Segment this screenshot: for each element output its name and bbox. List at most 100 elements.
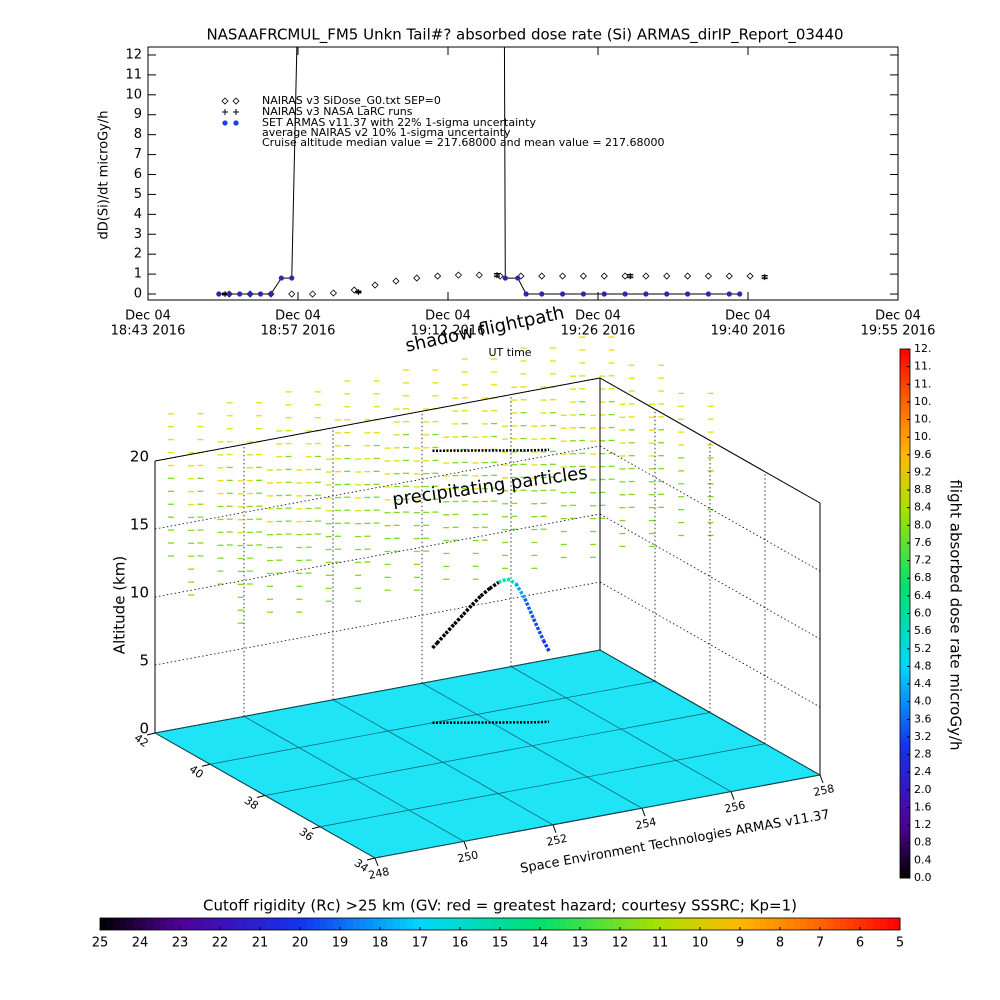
colorbar-segment	[273, 918, 281, 930]
colorbar-segment	[900, 617, 910, 623]
colorbar-segment	[900, 371, 910, 376]
colorbar-segment	[900, 758, 910, 764]
colorbar-segment	[406, 918, 414, 930]
colorbar-segment	[186, 918, 194, 930]
colorbar-tick-label: 7.6	[914, 536, 932, 549]
colorbar-segment	[900, 706, 910, 711]
legend-label: NAIRAS v3 NASA LaRC runs	[262, 105, 413, 118]
diamond-marker	[350, 286, 358, 294]
colorbar-tick-label: 1.2	[914, 818, 932, 831]
lon-tick-label: 254	[634, 815, 657, 832]
x-tick-label: 19:55 2016	[861, 324, 936, 339]
colorbar-segment	[853, 918, 861, 930]
colorbar-segment	[900, 432, 910, 438]
colorbar-label: Cutoff rigidity (Rc) >25 km (GV: red = g…	[203, 897, 797, 915]
colorbar-segment	[900, 666, 910, 672]
colorbar-segment	[900, 767, 910, 773]
colorbar-label: flight absorbed dose rate microGy/h	[947, 479, 965, 750]
colorbar-segment	[226, 918, 234, 930]
colorbar-segment	[900, 653, 910, 659]
colorbar-tick-label: 22	[212, 936, 229, 951]
colorbar-segment	[900, 811, 910, 817]
colorbar-tick-label: 10.	[914, 395, 932, 408]
colorbar-tick-label: 6.8	[914, 571, 932, 584]
diamond-marker	[221, 97, 229, 105]
plus-marker	[355, 289, 362, 296]
colorbar-segment	[593, 918, 601, 930]
colorbar-segment	[900, 644, 910, 650]
diamond-marker	[434, 272, 442, 280]
colorbar-segment	[900, 423, 910, 429]
dot-marker	[726, 291, 732, 297]
colorbar-segment	[900, 714, 910, 720]
colorbar-segment	[900, 582, 910, 588]
flight-point	[506, 577, 517, 586]
colorbar-segment	[900, 873, 910, 879]
colorbar-tick-label: 0.4	[914, 853, 932, 866]
colorbar-segment	[720, 918, 728, 930]
colorbar-segment	[206, 918, 214, 930]
colorbar-segment	[900, 723, 910, 729]
colorbar-tick-label: 0.8	[914, 836, 932, 849]
lon-tick-label: 248	[367, 865, 390, 882]
colorbar-segment	[900, 512, 910, 518]
x-tick-label: Dec 04	[725, 309, 771, 324]
colorbar-tick-label: 16	[452, 936, 469, 951]
colorbar-segment	[900, 622, 910, 628]
colorbar-segment	[900, 397, 910, 403]
colorbar-tick-label: 2.8	[914, 748, 932, 761]
colorbar-segment	[900, 415, 910, 421]
colorbar-segment	[400, 918, 408, 930]
x-tick-label: 18:43 2016	[111, 324, 186, 339]
colorbar-tick-label: 2.0	[914, 783, 932, 796]
diamond-marker	[517, 272, 525, 280]
colorbar-segment	[900, 476, 910, 482]
colorbar-segment	[580, 918, 588, 930]
colorbar-segment	[133, 918, 141, 930]
colorbar-tick-label: 23	[172, 936, 189, 951]
colorbar-segment	[873, 918, 881, 930]
lon-tick	[641, 808, 646, 817]
colorbar-tick-label: 10.	[914, 430, 932, 443]
colorbar-segment	[120, 918, 128, 930]
z-tick-label: 5	[139, 652, 149, 670]
colorbar-segment	[573, 918, 581, 930]
colorbar-tick-label: 25	[92, 936, 109, 951]
colorbar-segment	[900, 463, 910, 469]
colorbar-segment	[860, 918, 868, 930]
colorbar-segment	[326, 918, 334, 930]
colorbar-segment	[286, 918, 294, 930]
colorbar-tick-label: 9.6	[914, 448, 932, 461]
colorbar-segment	[473, 918, 481, 930]
y-tick-label: 7	[134, 147, 142, 162]
colorbar-segment	[900, 772, 910, 778]
colorbar-segment	[900, 494, 910, 500]
colorbar-segment	[900, 507, 910, 513]
colorbar-segment	[293, 918, 301, 930]
colorbar-segment	[900, 595, 910, 601]
colorbar-segment	[260, 918, 268, 930]
colorbar-segment	[900, 803, 910, 808]
y-tick-label: 8	[134, 127, 142, 142]
diamond-marker	[309, 290, 317, 298]
plus-marker	[761, 274, 768, 281]
colorbar-segment	[160, 918, 168, 930]
colorbar-segment	[333, 918, 341, 930]
colorbar-segment	[900, 353, 910, 359]
dot-marker	[237, 291, 243, 297]
colorbar-segment	[900, 587, 910, 592]
floor-grid-line	[319, 743, 766, 828]
dot-marker	[601, 291, 607, 297]
colorbar-segment	[900, 525, 910, 531]
colorbar-segment	[660, 918, 668, 930]
colorbar-segment	[266, 918, 274, 930]
colorbar-segment	[900, 648, 910, 654]
flight-point	[444, 622, 456, 635]
colorbar-tick-label: 3.2	[914, 730, 932, 743]
colorbar-segment	[866, 918, 874, 930]
colorbar-segment	[900, 375, 910, 381]
colorbar-segment	[200, 918, 208, 930]
colorbar-segment	[900, 626, 910, 632]
colorbar-tick-label: 1.6	[914, 800, 932, 813]
